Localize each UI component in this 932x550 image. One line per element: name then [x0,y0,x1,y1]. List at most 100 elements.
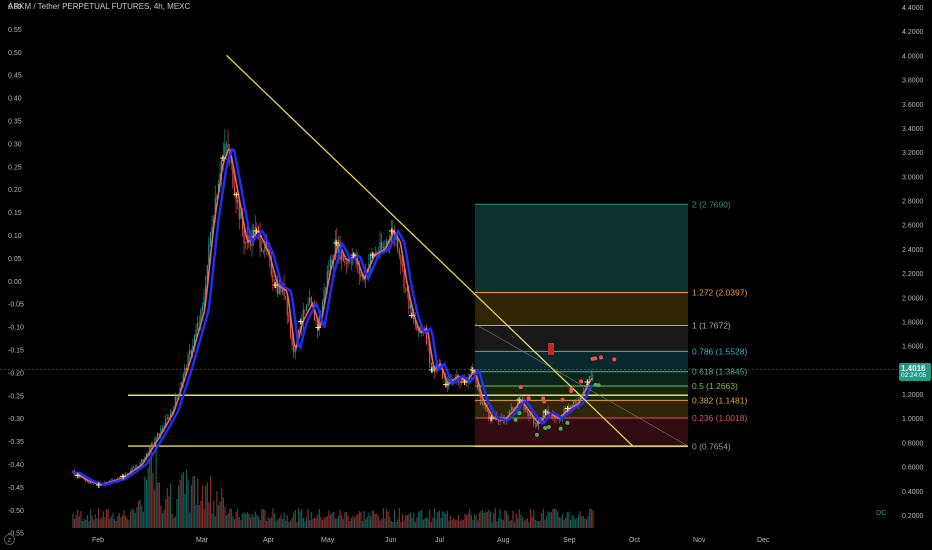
candle-body [581,395,583,397]
left-axis-tick: 0.35 [8,119,22,126]
volume-bar [416,517,418,528]
volume-bar [403,520,405,528]
candle-body [403,266,405,288]
candle-body [345,262,348,264]
right-axis-tick: 3.0000 [902,174,924,181]
candle-body [155,436,157,442]
candle-body [224,144,226,155]
volume-bar [513,521,516,528]
candle-body [304,309,306,311]
candle-body [302,309,304,323]
candle-body [430,362,432,371]
volume-bar [184,493,186,528]
candle-body [429,344,431,363]
volume-bar [168,496,170,528]
volume-bar [320,517,322,528]
volume-bar [349,521,351,528]
volume-bar [299,511,301,528]
timezone-icon[interactable]: z [4,534,15,545]
volume-bar [88,521,90,528]
candle-body [592,375,594,377]
candle-body [241,212,244,230]
candle-body [198,322,200,324]
volume-bar [222,497,224,528]
volume-bar [401,514,404,528]
x-axis-tick: Oct [629,537,640,544]
signal-dot [542,399,547,404]
signal-cross: + [74,471,82,481]
candle-body [249,238,252,246]
volume-bar [446,510,448,528]
candle-body [85,479,87,482]
volume-bar [245,513,247,528]
right-axis-tick: 2.0000 [902,295,924,302]
volume-bar [421,509,423,528]
volume-bar [181,474,183,528]
volume-bar [147,467,149,528]
x-axis-tick: Apr [263,537,275,544]
candle-body [80,477,82,479]
volume-bar [294,509,296,528]
volume-bar [573,516,575,528]
volume-bar [365,518,367,528]
candle-body [190,350,192,353]
volume-bar [203,508,205,528]
candle-body [166,417,168,420]
signal-dot [596,383,601,388]
candle-body [310,297,312,303]
volume-bar [254,511,256,528]
volume-bar [480,510,482,528]
candle-body [355,253,357,265]
volume-bar [251,514,253,528]
volume-bar [211,513,213,528]
volume-bar [469,508,471,528]
volume-bar [350,518,352,528]
candle-body [459,381,461,384]
candle-body [149,446,151,454]
signal-dot [590,356,595,361]
volume-bar [545,516,548,528]
candle-body [347,259,349,264]
candle-body [158,433,160,436]
volume-bar [515,513,517,528]
candle-body [294,346,296,353]
trendline [226,54,634,447]
volume-bar [381,518,383,528]
candle-body [265,241,268,249]
candle-body [344,261,346,263]
volume-bar [477,520,479,528]
candle-body [382,246,384,249]
signal-box [548,343,554,355]
left-axis-tick: -0.40 [8,462,24,469]
signal-dot [546,424,551,429]
volume-bar [440,517,442,528]
volume-bar [289,520,292,528]
volume-bar [584,518,586,528]
x-axis-tick: Mar [196,537,209,544]
volume-bar [285,520,287,528]
candle-body [576,402,578,405]
volume-bar [262,509,264,528]
volume-bar [190,484,192,528]
volume-bar [369,516,372,528]
volume-bar [201,485,204,528]
candle-body [520,399,522,401]
volume-bar [321,519,324,528]
left-axis-tick: -0.25 [8,393,24,400]
candle-body [509,410,511,416]
left-axis-tick: -0.15 [8,348,24,355]
candle-body [248,235,250,239]
volume-bar [193,476,196,528]
volume-bar [379,520,381,528]
last-price: 1.4016 [901,364,926,373]
volume-bar [102,511,104,528]
fib-zone [475,292,688,326]
candle-body [501,417,503,418]
volume-bar [557,511,559,528]
signal-cross: + [272,281,280,291]
volume-bar [565,517,567,528]
volume-bar [257,516,260,528]
volume-bar [173,517,175,528]
candle-body [472,367,474,375]
